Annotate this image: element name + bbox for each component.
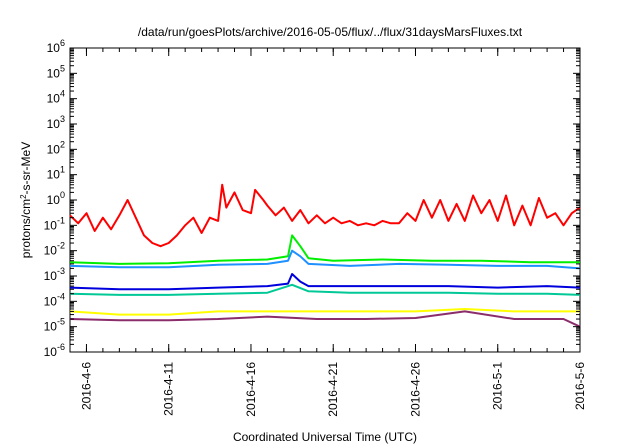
y-axis-label: protons/cm2-s-sr-MeV [19, 142, 34, 258]
x-tick-label: 2016-4-26 [408, 362, 422, 417]
y-axis: 10-610-510-410-310-210-11001011021031041… [44, 38, 580, 359]
x-tick-label: 2016-4-11 [162, 362, 176, 416]
y-tick-label-exp: 5 [60, 63, 65, 73]
y-tick-label: 104 [47, 89, 65, 106]
y-tick-label-base: 10 [44, 269, 58, 283]
y-tick-label: 10-1 [44, 215, 65, 232]
series-line-4 [69, 273, 581, 291]
chart-title: /data/run/goesPlots/archive/2016-05-05/f… [138, 25, 523, 39]
y-tick-label-exp: -4 [57, 291, 65, 301]
y-tick-label: 105 [47, 63, 65, 80]
y-tick-label-exp: -2 [57, 241, 65, 251]
x-tick-label: 2016-5-1 [491, 362, 505, 410]
y-axis-label-rest: -s-sr-MeV [19, 142, 33, 195]
y-tick-label-exp: -1 [57, 215, 65, 225]
y-tick-label: 102 [47, 139, 65, 156]
y-tick-label: 10-2 [44, 241, 65, 258]
y-tick-label-base: 10 [44, 294, 58, 308]
y-tick-label-base: 10 [47, 41, 61, 55]
y-tick-label-exp: 6 [60, 38, 65, 48]
y-tick-label-exp: 2 [60, 139, 65, 149]
y-tick-label: 10-4 [44, 291, 65, 308]
y-tick-label-base: 10 [44, 244, 58, 258]
series-line-7 [69, 310, 581, 328]
series-layer [69, 183, 581, 328]
x-tick-label: 2016-4-16 [244, 362, 258, 417]
y-tick-label: 103 [47, 114, 65, 131]
series-line-5 [69, 283, 581, 296]
y-tick-label-base: 10 [47, 193, 61, 207]
x-axis: 2016-4-6 2016-4-11 2016-4-16 2016-4-21 2016-… [69, 48, 587, 417]
y-tick-label-exp: 1 [60, 165, 65, 175]
y-tick-label-base: 10 [44, 320, 58, 334]
y-tick-label: 10-6 [44, 342, 65, 359]
x-tick-label: 2016-4-21 [326, 362, 340, 417]
series-line-3 [69, 249, 581, 270]
y-tick-label-exp: -3 [57, 266, 65, 276]
y-tick-label: 106 [47, 38, 65, 55]
y-tick-label-exp: 0 [60, 190, 65, 200]
series-line-1 [69, 183, 581, 248]
y-tick-label-base: 10 [47, 92, 61, 106]
y-tick-label: 10-5 [44, 317, 65, 334]
y-tick-label-exp: 3 [60, 114, 65, 124]
x-axis-label: Coordinated Universal Time (UTC) [233, 430, 417, 444]
y-tick-label-exp: -5 [57, 317, 65, 327]
y-tick-label-base: 10 [47, 66, 61, 80]
y-axis-label-base: protons/cm [19, 199, 33, 258]
y-tick-label-base: 10 [47, 117, 61, 131]
y-tick-label-base: 10 [47, 168, 61, 182]
series-line-6 [69, 308, 580, 316]
y-tick-label-exp: 4 [60, 89, 65, 99]
y-tick-label-base: 10 [47, 142, 61, 156]
y-tick-label: 100 [47, 190, 65, 207]
y-tick-label: 101 [47, 165, 65, 182]
x-tick-label: 2016-4-6 [79, 362, 93, 410]
y-tick-label: 10-3 [44, 266, 65, 283]
y-tick-label-base: 10 [44, 345, 58, 359]
y-tick-label-exp: -6 [57, 342, 65, 352]
y-tick-label-base: 10 [44, 218, 58, 232]
x-tick-label: 2016-5-6 [573, 362, 587, 410]
series-line-2 [69, 234, 580, 265]
y-axis-label-sup: 2 [19, 194, 28, 199]
